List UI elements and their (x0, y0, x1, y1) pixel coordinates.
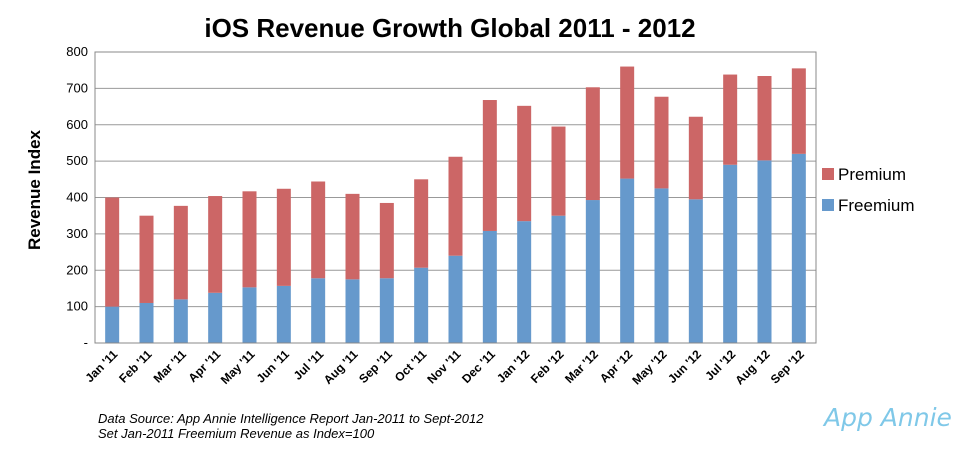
x-tick-label: Dec '11 (459, 347, 498, 386)
x-tick-label: Oct '11 (392, 347, 430, 385)
bar-premium (414, 179, 429, 268)
bar-freemium (173, 299, 188, 343)
bar-freemium (620, 178, 635, 343)
bar-premium (723, 74, 738, 165)
plot-frame (94, 51, 817, 344)
bar-premium (482, 100, 497, 231)
bar-premium (791, 68, 806, 154)
legend-label-freemium: Freemium (838, 196, 915, 215)
app-annie-logo: App Annie (822, 403, 952, 432)
bar-premium (551, 126, 566, 216)
x-tick-label: Jun '12 (665, 347, 704, 386)
y-tick-label: 800 (66, 44, 88, 59)
bar-freemium (723, 164, 738, 343)
y-tick-label: 500 (66, 153, 88, 168)
footnote-source: Data Source: App Annie Intelligence Repo… (98, 411, 484, 426)
bar-premium (345, 193, 360, 280)
bar-premium (139, 215, 154, 303)
bar-premium (448, 156, 463, 256)
x-tick-label: Apr '12 (597, 347, 636, 386)
bar-freemium (551, 215, 566, 343)
x-tick-label: Jan '11 (82, 347, 120, 385)
legend-swatch-premium (822, 168, 834, 180)
y-tick-label: 100 (66, 299, 88, 314)
bar-premium (654, 96, 669, 189)
y-tick-label: 600 (66, 117, 88, 132)
y-axis-label: Revenue Index (25, 129, 44, 250)
y-tick-label: 200 (66, 262, 88, 277)
bar-freemium (105, 306, 120, 343)
bar-freemium (276, 285, 291, 343)
x-tick-label: Sep '12 (768, 347, 808, 387)
bar-freemium (345, 279, 360, 343)
bar-premium (620, 66, 635, 179)
bar-premium (242, 191, 257, 288)
bar-freemium (414, 267, 429, 343)
x-tick-label: May '11 (218, 347, 258, 387)
x-tick-label: Mar '12 (562, 347, 601, 386)
x-tick-label: Mar '11 (151, 347, 190, 386)
bar-premium (276, 188, 291, 286)
bar-freemium (517, 221, 532, 343)
bar-premium (517, 105, 532, 222)
bar-premium (105, 197, 120, 307)
y-tick-label: 300 (66, 226, 88, 241)
bar-freemium (654, 188, 669, 343)
bar-freemium (379, 278, 394, 343)
legend: Premium Freemium (822, 165, 915, 215)
bar-freemium (448, 255, 463, 343)
x-tick-label: Jan '12 (494, 347, 533, 386)
bar-premium (311, 181, 326, 279)
bar-premium (757, 76, 772, 161)
bar-premium (208, 196, 223, 293)
bar-freemium (311, 278, 326, 343)
x-tick-label: Nov '11 (424, 347, 464, 387)
x-tick-label: Sep '11 (356, 347, 395, 386)
bar-freemium (208, 292, 223, 343)
y-axis-ticks: - 100 200 300 400 500 600 700 800 (66, 44, 88, 350)
bar-freemium (482, 230, 497, 343)
x-tick-label: Apr '11 (185, 347, 223, 385)
x-tick-label: Jun '11 (254, 347, 293, 386)
bar-premium (173, 205, 188, 300)
x-tick-label: Feb '12 (528, 347, 567, 386)
bar-premium (585, 87, 600, 201)
bars (105, 66, 806, 343)
y-tick-label: - (84, 335, 88, 350)
chart-title: iOS Revenue Growth Global 2011 - 2012 (204, 13, 695, 43)
footnote-index: Set Jan-2011 Freemium Revenue as Index=1… (98, 426, 375, 441)
x-tick-label: Aug '12 (732, 347, 772, 387)
x-tick-label: May '12 (629, 347, 669, 387)
bar-freemium (757, 160, 772, 343)
bar-premium (379, 202, 394, 279)
y-tick-label: 400 (66, 190, 88, 205)
x-tick-label: Feb '11 (116, 347, 155, 386)
bar-freemium (585, 200, 600, 343)
bar-premium (688, 116, 703, 200)
legend-label-premium: Premium (838, 165, 906, 184)
x-tick-label: Aug '11 (321, 347, 361, 387)
bar-freemium (688, 199, 703, 343)
bar-freemium (791, 153, 806, 343)
bar-freemium (242, 287, 257, 343)
bar-freemium (139, 302, 154, 343)
legend-swatch-freemium (822, 199, 834, 211)
y-tick-label: 700 (66, 80, 88, 95)
